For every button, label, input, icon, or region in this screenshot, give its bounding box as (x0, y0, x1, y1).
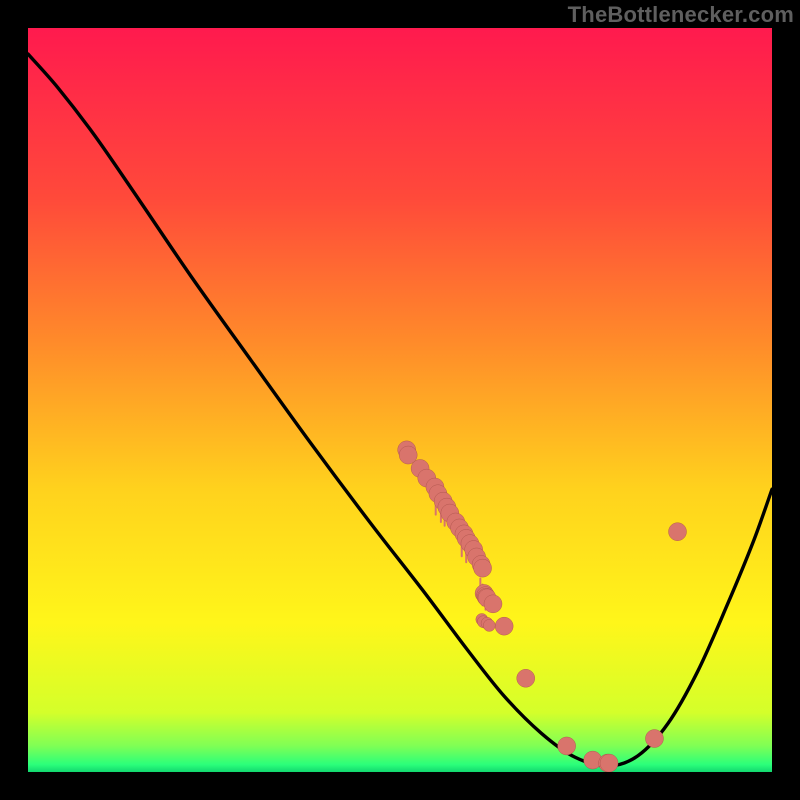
data-marker (474, 559, 492, 577)
data-marker (669, 523, 687, 541)
data-marker (517, 669, 535, 687)
data-marker-small (483, 619, 495, 631)
bottleneck-chart-svg (0, 0, 800, 800)
data-marker (495, 617, 513, 635)
data-marker (558, 737, 576, 755)
data-marker (600, 754, 618, 772)
watermark-label: TheBottleneckеr.com (568, 2, 794, 28)
chart-canvas: TheBottleneckеr.com (0, 0, 800, 800)
data-marker (645, 730, 663, 748)
plot-background-gradient (28, 28, 772, 772)
data-marker (484, 595, 502, 613)
